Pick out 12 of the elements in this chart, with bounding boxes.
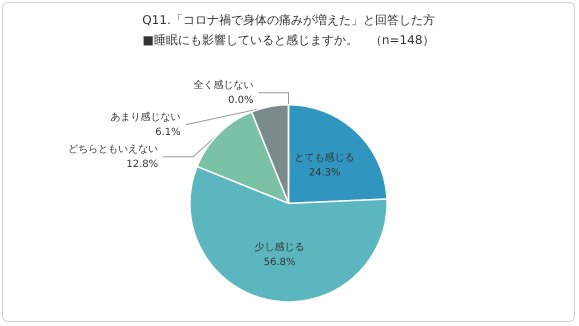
- text: 0.0%: [228, 94, 254, 106]
- chart-title: Q11.「コロナ禍で身体の痛みが増えた」と回答した方: [142, 13, 435, 27]
- slice-label: 少し感じる: [254, 240, 305, 253]
- data-label: 24.3%: [308, 168, 341, 179]
- slice-label: あまり感じない: [110, 110, 181, 123]
- data-label: 12.8%: [126, 158, 158, 170]
- slice-label: とても感じる: [294, 152, 355, 164]
- category-label: 全く感じない: [194, 80, 254, 91]
- slice-label: どちらともいえない: [68, 144, 158, 155]
- data-label: 56.8%: [264, 256, 296, 268]
- chart-subtitle: ■睡眠にも影響していると感じますか。 （n=148）: [142, 33, 434, 47]
- data-label: 6.1%: [155, 126, 181, 138]
